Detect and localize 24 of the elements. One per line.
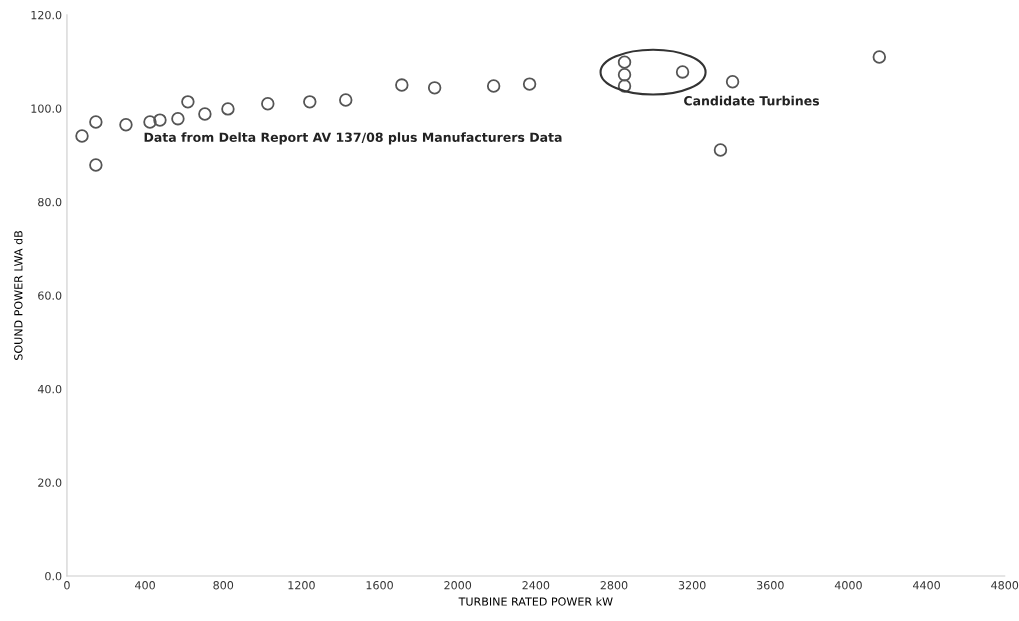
- y-axis-title: SOUND POWER LWA dB: [13, 231, 23, 360]
- x-tick-label: 1200: [288, 581, 315, 590]
- x-tick-label: 2800: [600, 581, 628, 590]
- x-tick-label: 2400: [522, 581, 550, 590]
- y-tick-label: 20.0: [38, 478, 62, 487]
- x-tick-label: 0: [64, 581, 70, 590]
- y-tick-label: 100.0: [31, 104, 62, 113]
- y-tick-label: 40.0: [37, 384, 62, 394]
- annotation: Data from Delta Report AV 137/08 plus Manufacturers Data: [144, 132, 562, 145]
- y-tick-label: 0.0: [45, 571, 62, 581]
- x-axis-title: TURBINE RATED POWER kW: [458, 597, 613, 606]
- y-tick-label: 60.0: [38, 291, 62, 300]
- annotation: Candidate Turbines: [684, 95, 820, 106]
- x-tick-label: 3200: [678, 581, 706, 590]
- x-tick-label: 1600: [366, 581, 393, 590]
- x-tick-label: 4000: [834, 581, 862, 590]
- y-tick-label: 80.0: [38, 197, 62, 207]
- x-tick-label: 4400: [912, 581, 940, 590]
- x-tick-label: 4800: [991, 581, 1019, 590]
- x-tick-label: 800: [213, 581, 234, 590]
- y-tick-label: 120.0: [31, 10, 62, 20]
- x-tick-label: 2000: [444, 581, 472, 590]
- x-tick-label: 400: [135, 581, 155, 590]
- x-tick-label: 3600: [757, 581, 784, 590]
